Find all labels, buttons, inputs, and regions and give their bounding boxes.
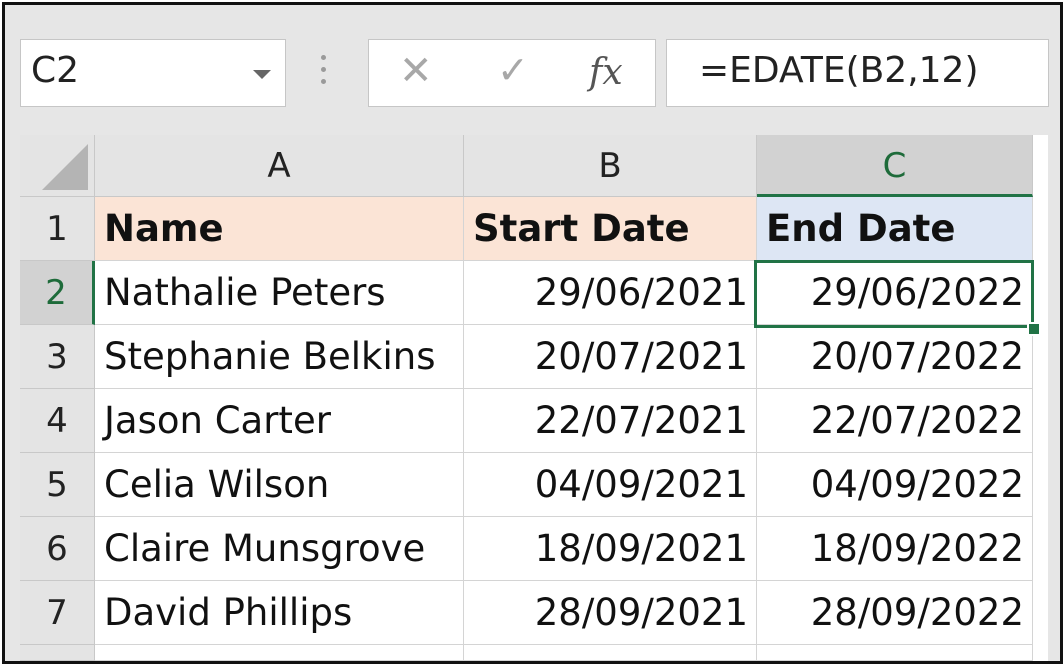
row-header-1[interactable]: 1 [20, 197, 95, 261]
cell-c8[interactable] [757, 645, 1033, 661]
cell-b2[interactable]: 29/06/2021 [464, 261, 757, 325]
fill-handle[interactable] [1027, 322, 1041, 336]
cell-c7[interactable]: 28/09/2022 [757, 581, 1033, 645]
dropdown-arrow-icon[interactable] [253, 70, 271, 79]
cell-b6[interactable]: 18/09/2021 [464, 517, 757, 581]
row-header-5[interactable]: 5 [20, 453, 95, 517]
formula-input[interactable]: =EDATE(B2,12) [666, 39, 1049, 107]
cell-c4[interactable]: 22/07/2022 [757, 389, 1033, 453]
cell-a5[interactable]: Celia Wilson [95, 453, 464, 517]
cell-a7[interactable]: David Phillips [95, 581, 464, 645]
cell-b3[interactable]: 20/07/2021 [464, 325, 757, 389]
enter-icon[interactable]: ✓ [497, 48, 529, 92]
cell-b7[interactable]: 28/09/2021 [464, 581, 757, 645]
worksheet-grid: A B C 1 2 3 4 5 6 7 Name Start Date End … [20, 135, 1048, 661]
cell-c3[interactable]: 20/07/2022 [757, 325, 1033, 389]
row-header-8[interactable] [20, 645, 95, 661]
row-header-7[interactable]: 7 [20, 581, 95, 645]
row-header-4[interactable]: 4 [20, 389, 95, 453]
row-header-3[interactable]: 3 [20, 325, 95, 389]
cancel-icon[interactable]: ✕ [399, 48, 433, 94]
cell-b4[interactable]: 22/07/2021 [464, 389, 757, 453]
formula-actions: ✕ ✓ fx [368, 39, 656, 107]
cell-a8[interactable] [95, 645, 464, 661]
formula-text: =EDATE(B2,12) [699, 50, 979, 91]
column-header-b[interactable]: B [464, 135, 757, 197]
name-box-value: C2 [31, 50, 80, 91]
cell-c2[interactable]: 29/06/2022 [757, 261, 1033, 325]
cell-a3[interactable]: Stephanie Belkins [95, 325, 464, 389]
insert-function-icon[interactable]: fx [589, 52, 623, 93]
cell-c6[interactable]: 18/09/2022 [757, 517, 1033, 581]
cell-a6[interactable]: Claire Munsgrove [95, 517, 464, 581]
cell-b8[interactable] [464, 645, 757, 661]
cell-c1[interactable]: End Date [757, 197, 1033, 261]
column-header-c[interactable]: C [757, 135, 1033, 197]
column-header-a[interactable]: A [95, 135, 464, 197]
cell-b5[interactable]: 04/09/2021 [464, 453, 757, 517]
cell-a4[interactable]: Jason Carter [95, 389, 464, 453]
row-header-6[interactable]: 6 [20, 517, 95, 581]
drag-handle-icon[interactable] [321, 55, 327, 95]
cell-a2[interactable]: Nathalie Peters [95, 261, 464, 325]
cell-c5[interactable]: 04/09/2022 [757, 453, 1033, 517]
cell-b1[interactable]: Start Date [464, 197, 757, 261]
name-box[interactable]: C2 [20, 39, 286, 107]
row-header-2[interactable]: 2 [20, 261, 95, 325]
cell-a1[interactable]: Name [95, 197, 464, 261]
select-all-button[interactable] [20, 135, 95, 197]
